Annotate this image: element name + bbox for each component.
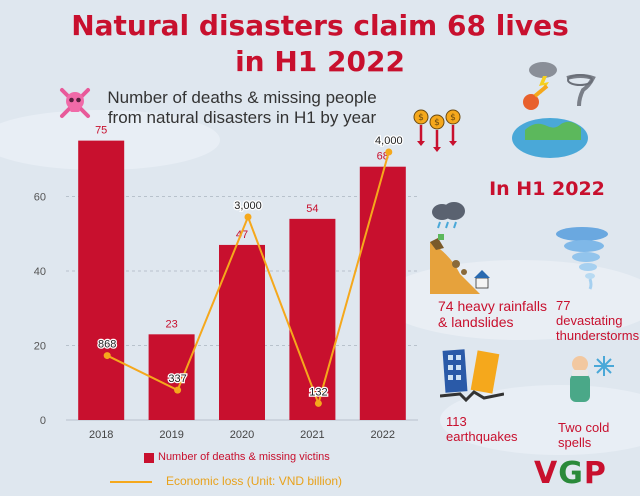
line-point-label: 4,000 [375, 135, 403, 147]
cold-spells-stat: Two cold spells [558, 420, 610, 450]
y-tick-label: 60 [34, 192, 46, 204]
title-line-2: in H1 2022 [235, 45, 405, 78]
line-point [103, 352, 111, 360]
economic-loss-line [103, 148, 393, 407]
svg-text:$: $ [450, 113, 456, 123]
cold-person-icon [570, 356, 614, 402]
x-tick-label: 2022 [371, 429, 395, 441]
earthquakes-stat: 113 earthquakes [446, 414, 518, 444]
bars [78, 140, 406, 420]
y-tick-label: 20 [34, 341, 46, 353]
money-loss-icon: $ $ $ [413, 109, 461, 152]
page-title: Natural disasters claim 68 lives in H1 2… [0, 8, 640, 80]
line-point-label: 868 [98, 339, 116, 351]
thunderstorms-stat: 77 devastating thunderstorms [556, 298, 640, 343]
line-point-label: 3,000 [234, 200, 262, 212]
x-tick-label: 2021 [300, 429, 324, 441]
earthquake-icon [440, 349, 504, 402]
logo-g: G [558, 456, 584, 491]
title-line-1: Natural disasters claim 68 lives [71, 9, 569, 42]
rain-cloud-icon [432, 202, 465, 229]
bar [359, 166, 406, 420]
legend-bar-label: Number of deaths & missing victins [158, 451, 330, 463]
line-point-label: 132 [309, 386, 327, 398]
line-point [174, 386, 182, 394]
vgp-logo: VGP [534, 456, 607, 491]
x-tick-label: 2019 [159, 429, 183, 441]
y-tick-label: 40 [34, 266, 46, 278]
line-point [314, 399, 322, 407]
line-point-labels: 868 337 3,000 132 4,000 [97, 134, 404, 400]
globe-disasters-icon [512, 62, 596, 158]
bar [78, 140, 125, 420]
landslide-icon [430, 234, 490, 294]
bar [219, 244, 265, 420]
svg-text:$: $ [434, 118, 440, 128]
line-point-label: 337 [168, 373, 186, 385]
rainfalls-stat: 74 heavy rainfalls & landslides [438, 298, 547, 330]
legend-line-label: Economic loss (Unit: VND billion) [166, 474, 343, 488]
bar [148, 334, 195, 420]
skull-icon [60, 88, 90, 118]
y-axis-ticks: 0 20 40 60 [34, 192, 46, 428]
bar-value-label: 75 [95, 125, 107, 137]
line-point [385, 148, 393, 156]
logo-v: V [534, 456, 559, 491]
bar-value-label: 23 [165, 318, 177, 330]
legend-line-swatch [110, 481, 152, 483]
svg-text:$: $ [418, 113, 424, 123]
line-point [244, 213, 252, 221]
bar-value-label: 54 [306, 203, 318, 215]
y-tick-label: 0 [40, 415, 46, 427]
chart-subtitle: Number of deaths & missing people from n… [107, 88, 377, 127]
x-tick-label: 2018 [89, 429, 113, 441]
legend-bar-swatch [144, 453, 154, 463]
tornado-icon [556, 227, 608, 290]
x-axis-ticks: 2018 2019 2020 2021 2022 [89, 429, 395, 441]
x-tick-label: 2020 [230, 429, 254, 441]
in-h1-heading: In H1 2022 [489, 178, 605, 200]
logo-p: P [583, 456, 607, 491]
